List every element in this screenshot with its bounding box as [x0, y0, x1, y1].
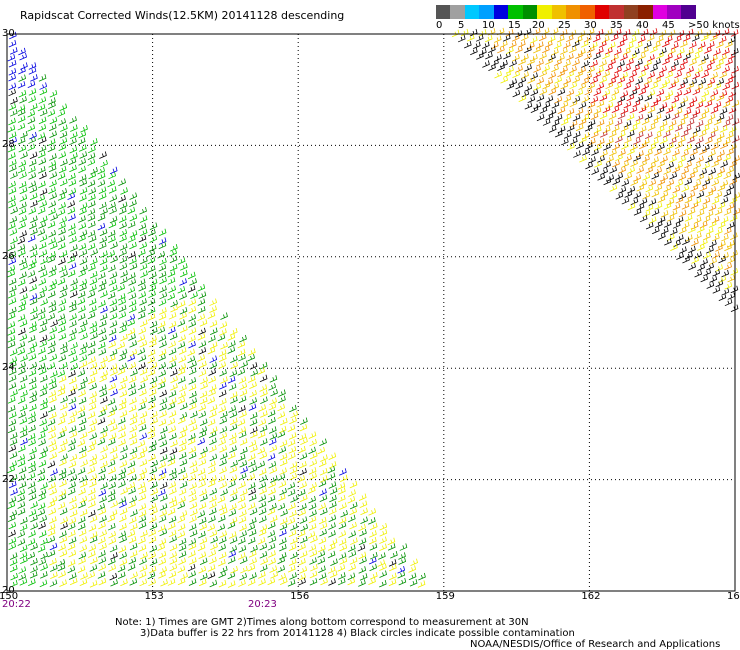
longitude-label: 156 [290, 591, 310, 602]
note-line-2: 3)Data buffer is 22 hrs from 20141128 4)… [140, 628, 575, 639]
colorbar-label: 45 [662, 20, 675, 31]
colorbar-segment [493, 5, 509, 19]
colorbar-label: 5 [458, 20, 465, 31]
credit-line: NOAA/NESDIS/Office of Research and Appli… [470, 639, 721, 650]
wind-barb-swaths [7, 27, 740, 588]
colorbar-segment [551, 5, 566, 19]
time-label-mid: 20:23 [248, 599, 277, 610]
colorbar-segment [450, 5, 465, 19]
colorbar-segment [537, 5, 552, 19]
colorbar-segment [580, 5, 595, 19]
colorbar-segment [667, 5, 682, 19]
colorbar-segment [565, 5, 581, 19]
colorbar-label: 25 [558, 20, 571, 31]
latitude-label: 22 [2, 473, 15, 485]
colorbar-label: 35 [610, 20, 623, 31]
time-label-start: 20:22 [2, 599, 31, 610]
longitude-label: 165 [727, 591, 740, 602]
map-title: Rapidscat Corrected Winds(12.5KM) 201411… [20, 9, 345, 22]
colorbar-label: 15 [508, 20, 521, 31]
colorbar-label: >50 knots [688, 20, 740, 31]
latitude-label: 20 [2, 585, 15, 596]
longitude-label: 159 [435, 591, 455, 602]
note-line-1: Note: 1) Times are GMT 2)Times along bot… [115, 617, 529, 628]
wind-speed-colorbar [436, 5, 696, 19]
colorbar-segment [479, 5, 494, 19]
grid-lines [6, 33, 736, 592]
longitude-label: 153 [144, 591, 164, 602]
colorbar-segment [464, 5, 480, 19]
colorbar-label: 0 [436, 20, 443, 31]
colorbar-label: 20 [532, 20, 545, 31]
colorbar-segment [623, 5, 639, 19]
latitude-label: 26 [2, 250, 15, 262]
colorbar-label: 40 [636, 20, 649, 31]
longitude-label: 150 [0, 591, 19, 602]
colorbar-segment [522, 5, 538, 19]
map-frame [6, 33, 736, 592]
colorbar-segment [436, 5, 451, 19]
colorbar-segment [681, 5, 696, 19]
colorbar-label: 10 [482, 20, 495, 31]
colorbar-segment [609, 5, 624, 19]
longitude-label: 162 [581, 591, 601, 602]
colorbar-segment [638, 5, 653, 19]
colorbar-labels: 0 5 10 15 20 25 30 35 40 45 >50 knots [436, 20, 740, 34]
latitude-label: 30 [2, 28, 15, 39]
latitude-label: 28 [2, 139, 15, 151]
latitude-label: 24 [2, 362, 15, 374]
colorbar-segment [508, 5, 523, 19]
colorbar-label: 30 [584, 20, 597, 31]
colorbar-segment [594, 5, 610, 19]
colorbar-segment [652, 5, 667, 19]
